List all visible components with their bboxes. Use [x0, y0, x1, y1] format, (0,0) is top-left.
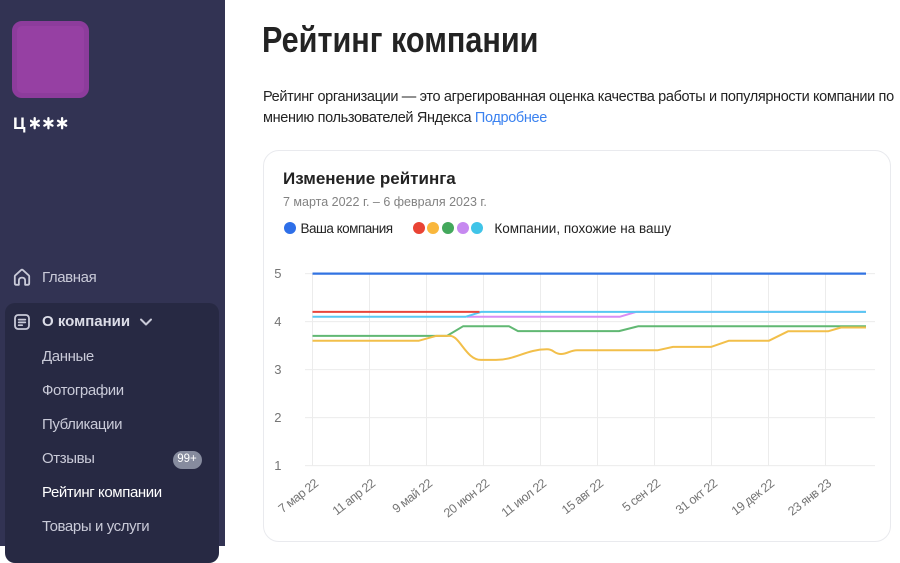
svg-text:11 апр 22: 11 апр 22 — [330, 476, 378, 518]
svg-text:23 янв 23: 23 янв 23 — [785, 476, 834, 519]
svg-text:2: 2 — [274, 410, 281, 425]
svg-text:9 май 22: 9 май 22 — [390, 476, 436, 516]
svg-text:31 окт 22: 31 окт 22 — [673, 476, 720, 517]
svg-text:19 дек 22: 19 дек 22 — [729, 476, 777, 518]
svg-text:1: 1 — [274, 458, 281, 473]
svg-text:4: 4 — [274, 314, 281, 329]
svg-text:11 июл 22: 11 июл 22 — [499, 476, 550, 520]
svg-text:20 июн 22: 20 июн 22 — [441, 476, 492, 520]
svg-text:5: 5 — [274, 266, 281, 281]
svg-text:7 мар 22: 7 мар 22 — [276, 476, 322, 516]
svg-text:15 авг 22: 15 авг 22 — [559, 476, 606, 517]
svg-text:3: 3 — [274, 362, 281, 377]
svg-text:5 сен 22: 5 сен 22 — [620, 476, 664, 514]
